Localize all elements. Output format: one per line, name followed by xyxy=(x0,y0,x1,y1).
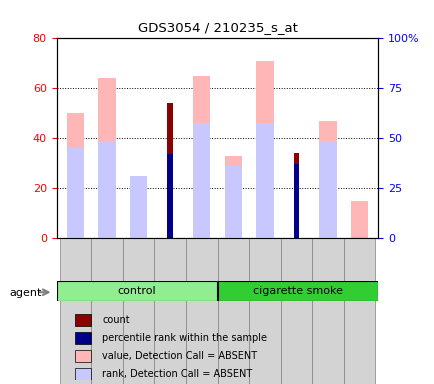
Bar xyxy=(130,176,147,238)
Bar xyxy=(224,156,241,238)
Bar xyxy=(217,281,378,301)
FancyBboxPatch shape xyxy=(185,238,217,384)
FancyBboxPatch shape xyxy=(154,238,185,384)
FancyBboxPatch shape xyxy=(122,238,154,384)
Bar xyxy=(75,314,91,326)
Bar xyxy=(293,164,299,238)
Bar xyxy=(67,113,84,238)
Bar xyxy=(98,78,115,238)
Bar xyxy=(319,141,336,238)
Bar xyxy=(130,176,147,238)
Bar xyxy=(193,123,210,238)
Text: percentile rank within the sample: percentile rank within the sample xyxy=(102,333,266,343)
Bar xyxy=(167,103,173,238)
Bar xyxy=(319,121,336,238)
Bar xyxy=(67,148,84,238)
Bar xyxy=(350,200,367,238)
Bar xyxy=(193,76,210,238)
Bar xyxy=(98,141,115,238)
Bar xyxy=(56,281,217,301)
FancyBboxPatch shape xyxy=(312,238,343,384)
FancyBboxPatch shape xyxy=(217,238,249,384)
Bar xyxy=(293,153,299,238)
Text: value, Detection Call = ABSENT: value, Detection Call = ABSENT xyxy=(102,351,257,361)
FancyBboxPatch shape xyxy=(280,238,312,384)
FancyBboxPatch shape xyxy=(59,238,91,384)
Text: count: count xyxy=(102,315,130,325)
Bar xyxy=(75,368,91,380)
Bar xyxy=(167,154,173,238)
Text: agent: agent xyxy=(10,288,42,298)
FancyBboxPatch shape xyxy=(91,238,122,384)
Bar xyxy=(224,166,241,238)
Bar xyxy=(256,123,273,238)
FancyBboxPatch shape xyxy=(249,238,280,384)
Bar xyxy=(75,350,91,362)
Bar xyxy=(75,332,91,344)
Text: rank, Detection Call = ABSENT: rank, Detection Call = ABSENT xyxy=(102,369,252,379)
Text: GDS3054 / 210235_s_at: GDS3054 / 210235_s_at xyxy=(137,21,297,34)
Bar xyxy=(256,61,273,238)
FancyBboxPatch shape xyxy=(343,238,375,384)
Text: cigarette smoke: cigarette smoke xyxy=(253,286,342,296)
Text: control: control xyxy=(117,286,156,296)
